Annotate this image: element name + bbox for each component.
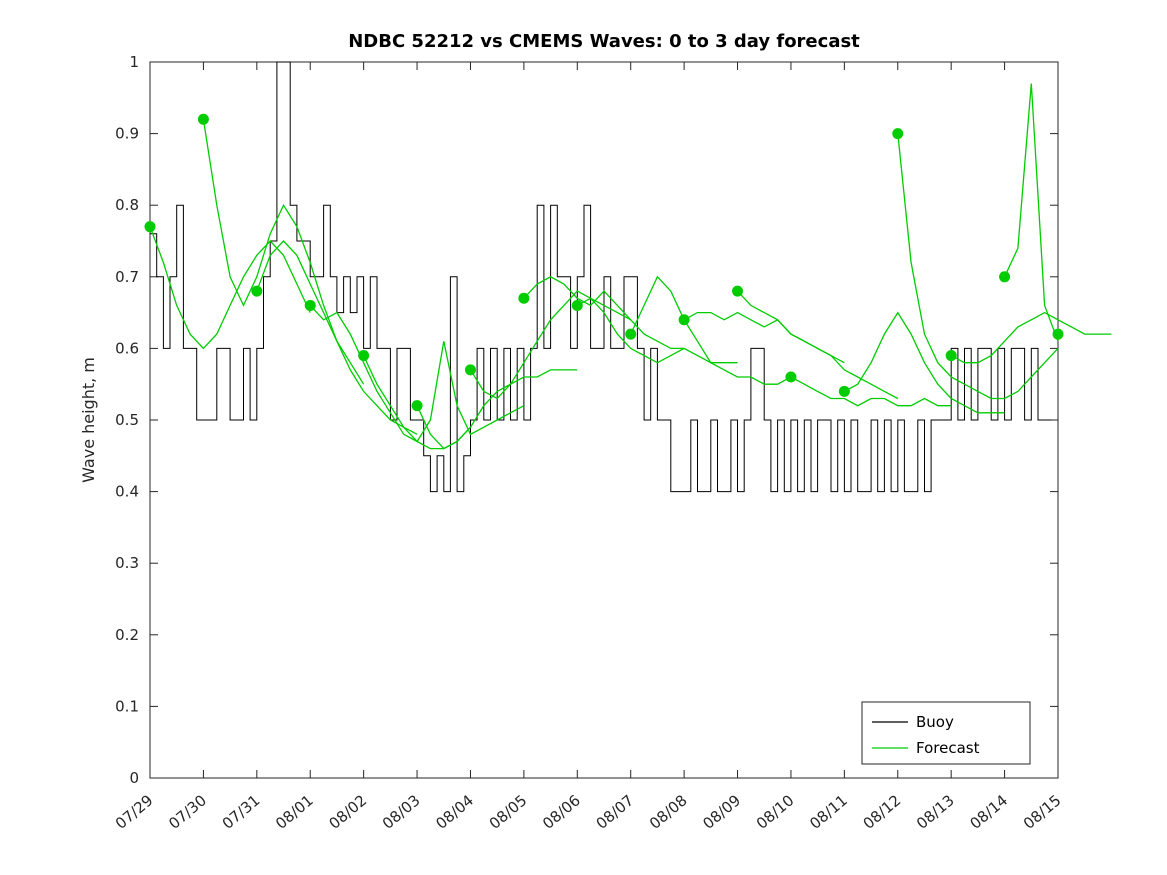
y-axis-label: Wave height, m xyxy=(79,357,98,483)
y-tick-label: 0.3 xyxy=(115,554,139,572)
forecast-start-marker xyxy=(678,314,690,326)
forecast-line xyxy=(844,311,1005,414)
forecast-start-marker xyxy=(411,400,423,412)
x-tick-label: 08/09 xyxy=(699,791,744,833)
forecast-start-marker xyxy=(732,285,744,297)
x-tick-label: 08/04 xyxy=(432,791,477,833)
forecast-line xyxy=(1004,83,1059,342)
x-tick-label: 08/08 xyxy=(646,791,691,833)
x-tick-label: 08/12 xyxy=(860,791,905,833)
legend-buoy-label: Buoy xyxy=(916,713,954,731)
forecast-line xyxy=(523,276,685,350)
forecast-start-marker xyxy=(144,221,156,233)
forecast-line xyxy=(950,311,1112,364)
forecast-line xyxy=(149,226,311,350)
forecast-start-marker xyxy=(251,285,263,297)
y-tick-label: 0 xyxy=(129,769,139,787)
x-tick-label: 08/13 xyxy=(913,791,958,833)
x-tick-label: 08/06 xyxy=(539,791,584,833)
legend-box xyxy=(861,701,1031,765)
y-tick-label: 0.4 xyxy=(115,483,139,501)
forecast-line xyxy=(363,341,525,443)
x-tick-label: 08/01 xyxy=(272,791,317,833)
forecast-start-marker xyxy=(945,350,957,362)
x-tick-label: 08/14 xyxy=(966,791,1011,833)
forecast-line xyxy=(256,240,418,435)
forecast-line xyxy=(202,119,365,385)
buoy-line xyxy=(150,61,1052,493)
forecast-line xyxy=(897,133,1059,400)
forecast-start-marker xyxy=(518,292,530,304)
forecast-start-marker xyxy=(1052,328,1064,340)
x-tick-label: 08/15 xyxy=(1020,791,1065,833)
forecast-start-marker xyxy=(838,385,850,397)
y-tick-label: 0.1 xyxy=(115,697,139,715)
forecast-start-marker xyxy=(785,371,797,383)
forecast-line xyxy=(630,275,792,385)
y-tick-label: 0.9 xyxy=(115,125,139,143)
x-tick-label: 08/10 xyxy=(753,791,798,833)
forecast-start-marker xyxy=(358,350,370,362)
y-tick-label: 1 xyxy=(129,53,139,71)
y-tick-label: 0.5 xyxy=(115,411,139,429)
x-tick-label: 08/11 xyxy=(806,791,851,833)
forecast-start-marker xyxy=(304,299,316,311)
x-tick-label: 08/03 xyxy=(379,791,424,833)
forecast-start-marker xyxy=(892,128,904,140)
series xyxy=(144,61,1112,493)
forecast-start-marker xyxy=(625,328,637,340)
x-tick-label: 08/02 xyxy=(326,791,371,833)
forecast-line xyxy=(416,369,578,450)
forecast-line xyxy=(790,376,952,407)
forecast-start-marker xyxy=(464,364,476,376)
forecast-start-marker xyxy=(571,299,583,311)
x-tick-label: 08/07 xyxy=(593,791,638,833)
forecast-line xyxy=(737,290,899,400)
legend: Buoy Forecast xyxy=(861,701,1031,765)
legend-forecast-label: Forecast xyxy=(916,739,980,757)
y-tick-label: 0.7 xyxy=(115,268,139,286)
x-tick-label: 07/30 xyxy=(165,791,210,833)
y-tick-label: 0.8 xyxy=(115,196,139,214)
forecast-start-marker xyxy=(197,113,209,125)
forecast-line xyxy=(469,290,632,400)
x-tick-label: 07/31 xyxy=(219,791,264,833)
y-tick-label: 0.2 xyxy=(115,626,139,644)
chart-title: NDBC 52212 vs CMEMS Waves: 0 to 3 day fo… xyxy=(348,31,860,52)
x-tick-label: 07/29 xyxy=(112,791,157,833)
x-tick-label: 08/05 xyxy=(486,791,531,833)
forecast-start-marker xyxy=(999,271,1011,283)
y-tick-label: 0.6 xyxy=(115,339,139,357)
